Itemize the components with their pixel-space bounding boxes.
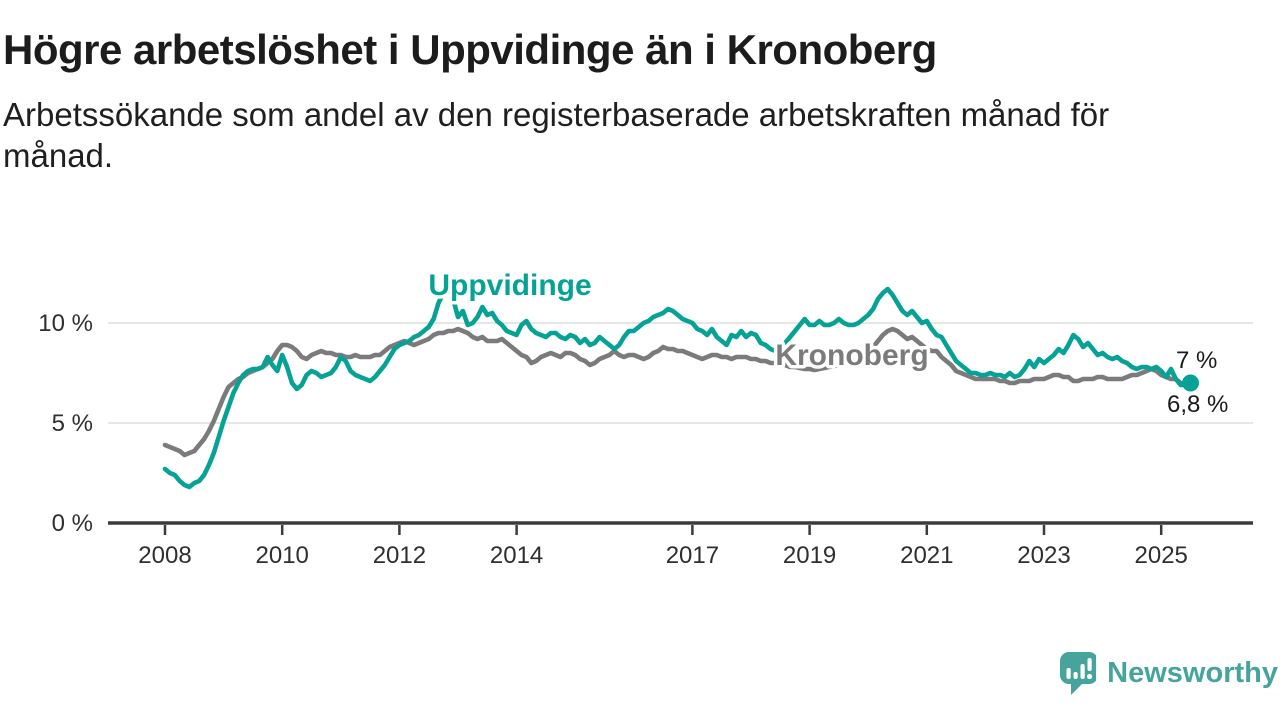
axis-layer: 0 % 5 % 10 % 2008 2010 2012 2014 2017 2019 2021 20… [38, 310, 1253, 569]
kronoberg-end-value-label: 6,8 % [1167, 391, 1228, 418]
brand-footer: Newsworthy [1052, 648, 1278, 698]
x-tick-label: 2012 [373, 542, 426, 569]
chart-title: Högre arbetslöshet i Uppvidinge än i Kro… [3, 26, 937, 73]
chart-subtitle-line2: månad. [3, 137, 114, 174]
kronoberg-series-label: Kronoberg [775, 339, 928, 372]
uppvidinge-line [162, 284, 1193, 490]
x-tick-label: 2010 [256, 542, 309, 569]
y-tick-label: 0 % [52, 510, 93, 537]
kronoberg-line [162, 326, 1193, 458]
uppvidinge-end-value-label: 7 % [1176, 347, 1217, 374]
y-tick-label: 10 % [38, 310, 93, 337]
x-tick-label: 2008 [138, 542, 191, 569]
chart-subtitle: Arbetssökande som andel av den registerb… [3, 94, 1280, 176]
y-tick-label: 5 % [52, 410, 93, 437]
uppvidinge-series-label: Uppvidinge [428, 269, 591, 302]
x-tick-label: 2019 [783, 542, 836, 569]
grid-layer [108, 322, 1253, 424]
x-tick-label: 2025 [1135, 542, 1188, 569]
chart-subtitle-line1: Arbetssökande som andel av den registerb… [3, 96, 1110, 133]
series-layer [162, 284, 1199, 490]
x-tick-label: 2021 [900, 542, 953, 569]
uppvidinge-end-dot [1182, 374, 1199, 392]
x-tick-label: 2017 [666, 542, 719, 569]
x-tick-label: 2023 [1017, 542, 1070, 569]
brand-wordmark: Newsworthy [1107, 656, 1278, 689]
newsworthy-logo-icon [1060, 652, 1097, 695]
x-tick-label: 2014 [490, 542, 543, 569]
